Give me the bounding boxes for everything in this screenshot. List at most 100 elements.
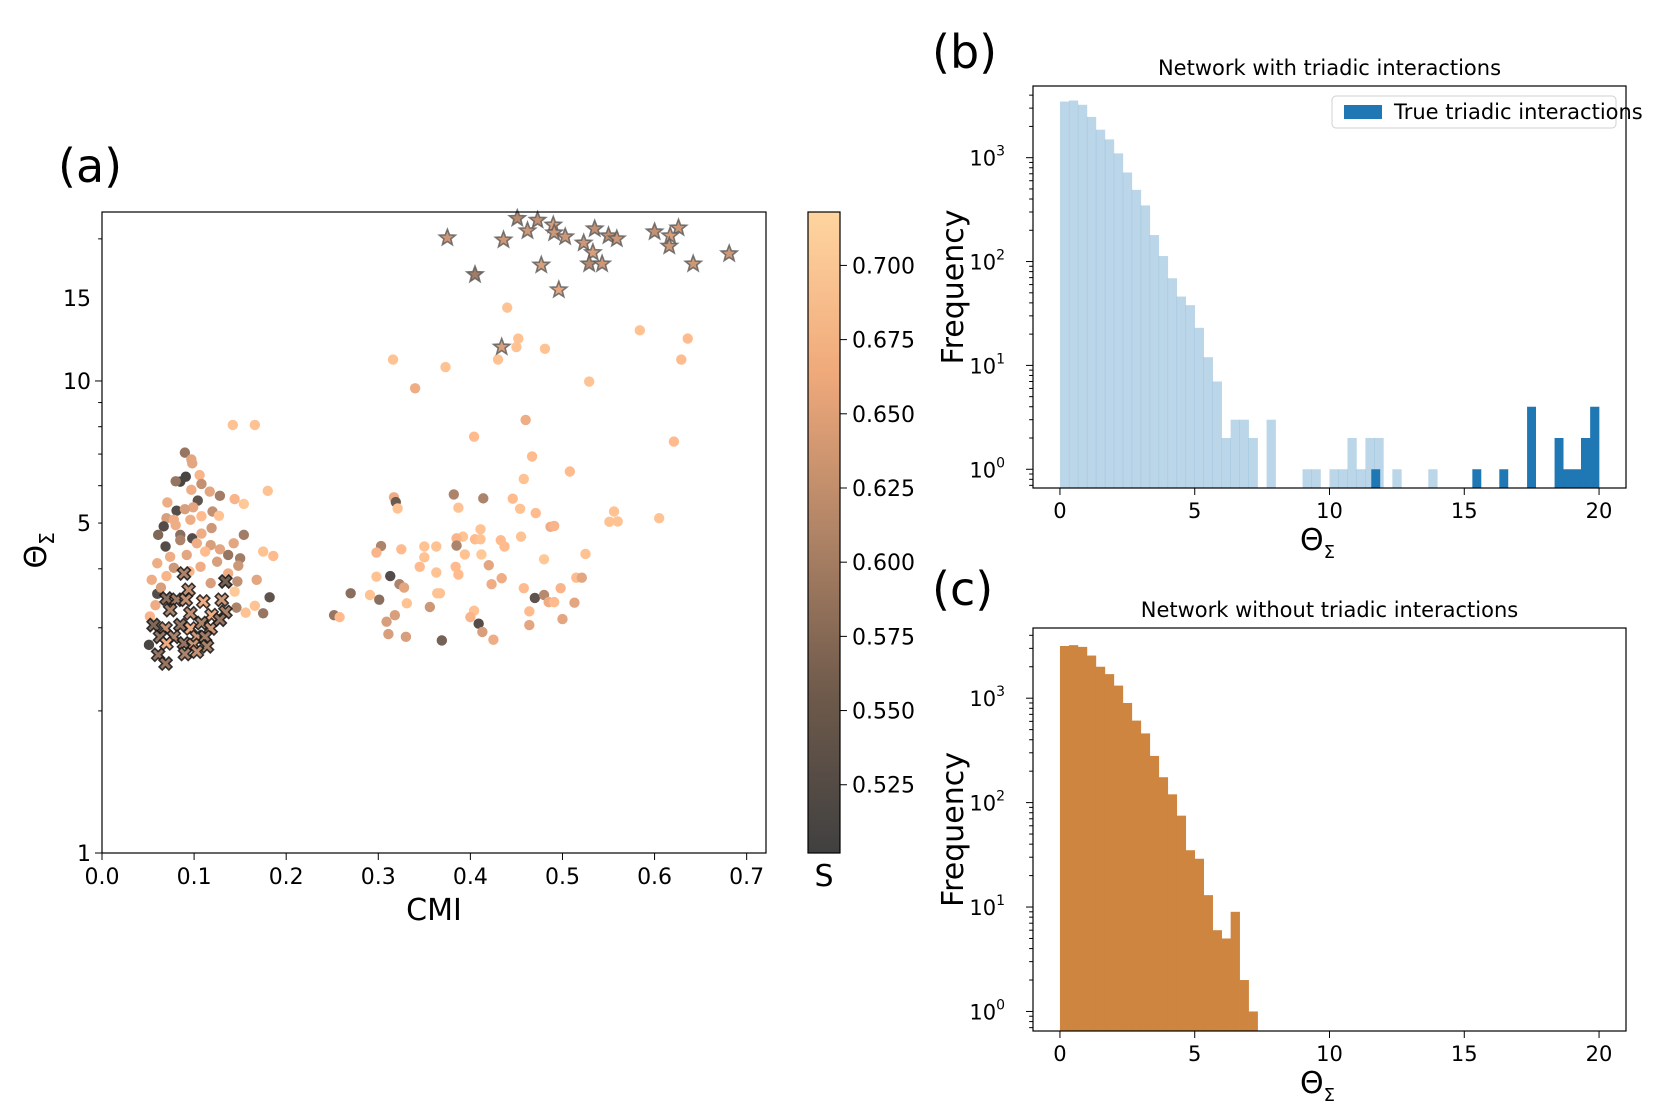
x-tick-label: 0.1 (177, 865, 212, 890)
y-tick-label: 102 (969, 248, 1005, 275)
colorbar-tick-label: 0.575 (852, 625, 915, 650)
hist-bar (1266, 419, 1276, 488)
hist-bar (1185, 850, 1196, 1031)
scatter-point (604, 516, 615, 528)
scatter-point (187, 458, 198, 469)
scatter-point (264, 592, 275, 603)
scatter-point (539, 343, 551, 354)
hist-bar (1086, 116, 1097, 489)
plot-frame (101, 211, 767, 854)
scatter-point (334, 611, 345, 623)
scatter-point (374, 594, 385, 605)
scatter-point (144, 611, 156, 622)
scatter-x-point (217, 573, 234, 590)
colorbar-gradient (807, 211, 841, 854)
scatter-point (419, 541, 430, 552)
scatter-point (227, 419, 238, 431)
legend-box (1331, 95, 1617, 129)
scatter-point (502, 302, 513, 313)
x-axis-label: CMI (406, 893, 462, 928)
scatter-point (171, 505, 182, 516)
y-tick-label: 1 (77, 842, 91, 867)
scatter-point (194, 469, 205, 481)
hist-bar-true-triadic (1590, 406, 1600, 488)
hist-bar (1374, 437, 1384, 488)
hist-bar (1077, 646, 1088, 1031)
hist-bar (1095, 666, 1106, 1031)
hist-bar (1212, 381, 1222, 488)
hist-bar (1194, 858, 1204, 1031)
plot-title: Network without triadic interactions (1141, 598, 1518, 622)
scatter-point (240, 607, 251, 618)
x-tick-label: 0.0 (85, 865, 120, 890)
scatter-point (431, 567, 442, 578)
scatter-point (150, 599, 161, 611)
x-axis-label-main: Θ (1300, 523, 1324, 558)
scatter-point (164, 551, 176, 563)
scatter-point (682, 333, 693, 344)
y-tick-exponent: 0 (996, 455, 1005, 471)
hist-bar (1131, 720, 1142, 1031)
scatter-point (548, 596, 560, 608)
x-axis-label-main: Θ (1300, 1066, 1324, 1101)
y-tick-base: 10 (969, 251, 996, 275)
scatter-point (257, 608, 269, 619)
y-axis-label: Frequency (936, 210, 971, 365)
scatter-point (580, 548, 591, 560)
hist-bar (1221, 938, 1231, 1031)
scatter-point (214, 490, 226, 502)
hist-bar (1185, 305, 1196, 488)
scatter-x-point (189, 644, 205, 660)
colorbar-tick-label: 0.625 (852, 477, 915, 502)
hist-bar-true-triadic (1563, 469, 1582, 488)
scatter-point (520, 414, 531, 426)
scatter-x-point (182, 605, 199, 621)
scatter-point (162, 497, 173, 508)
hist-bar (1203, 357, 1213, 488)
hist-bar (1221, 437, 1231, 488)
hist-bar-true-triadic (1580, 437, 1591, 488)
colorbar-label: S (814, 859, 833, 894)
x-tick-label: 0.6 (637, 865, 672, 890)
hist-bar-true-triadic (1371, 469, 1381, 488)
scatter-point (451, 540, 462, 551)
hist-bar (1248, 437, 1258, 488)
y-tick-label: 102 (969, 789, 1005, 816)
scatter-point (451, 533, 462, 544)
scatter-point (146, 574, 157, 586)
scatter-point (668, 436, 680, 447)
colorbar-tick-label: 0.650 (852, 403, 915, 428)
scatter-point (530, 507, 541, 519)
scatter-point (524, 619, 535, 631)
hist-bar (1167, 278, 1178, 488)
scatter-x-point (214, 592, 230, 608)
panel-label-a: (a) (58, 139, 122, 193)
scatter-point (488, 634, 499, 645)
scatter-x-point (176, 565, 192, 582)
scatter-point (524, 606, 535, 617)
legend-label: True triadic interactions (1393, 100, 1643, 124)
y-tick-label: 15 (63, 287, 91, 312)
plot-title: Network with triadic interactions (1158, 56, 1501, 80)
scatter-point (486, 579, 497, 590)
scatter-point (233, 560, 244, 571)
hist-bar-true-triadic (1472, 469, 1482, 488)
scatter-point (564, 466, 576, 477)
scatter-x-point (145, 617, 162, 633)
y-tick-exponent: 2 (996, 248, 1005, 264)
scatter-star-point (527, 209, 548, 229)
x-tick-label: 0 (1053, 1042, 1066, 1066)
scatter-point (398, 582, 410, 593)
scatter-star-point (464, 263, 486, 284)
hist-bar (1176, 815, 1187, 1031)
scatter-point (608, 506, 620, 517)
scatter-point (401, 598, 413, 609)
hist-bar (1077, 104, 1088, 488)
scatter-point (385, 570, 396, 582)
scatter-point (191, 538, 203, 549)
scatter-point (453, 502, 464, 513)
scatter-point (518, 473, 529, 485)
hist-bar (1230, 911, 1240, 1031)
scatter-point (161, 570, 172, 582)
